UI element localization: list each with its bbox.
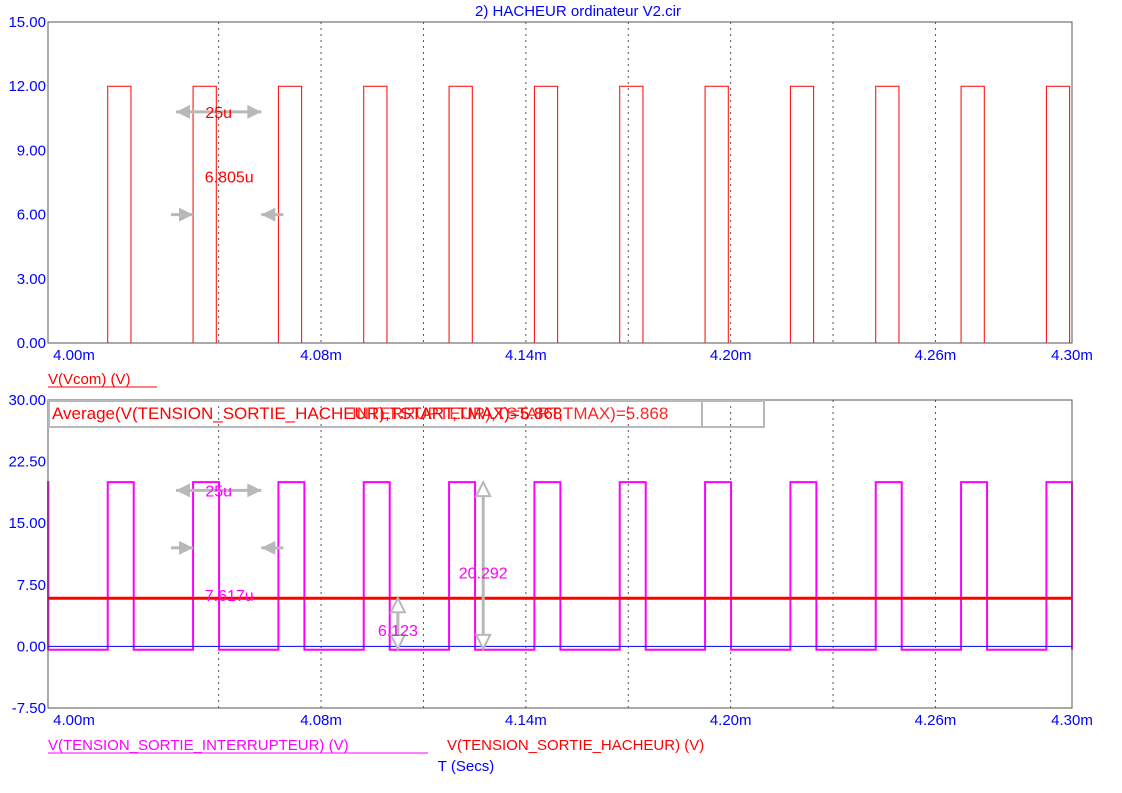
result-box-value-cell xyxy=(701,400,765,428)
y-tick-label: 7.50 xyxy=(17,577,46,594)
y-tick-label: -7.50 xyxy=(12,700,46,717)
x-tick-label: 4.26m xyxy=(915,347,957,364)
annotation-arrowhead xyxy=(389,633,407,652)
x-tick-label: 4.14m xyxy=(505,712,547,729)
y-tick-label: 30.00 xyxy=(8,392,46,409)
annotation-arrowhead xyxy=(389,595,407,614)
x-tick-label: 4.20m xyxy=(710,712,752,729)
annotation-arrowhead xyxy=(261,207,276,222)
plot-frame xyxy=(47,21,1073,344)
result-text: Average(V(TENSION_SORTIE_HACHEUR),TSTART… xyxy=(52,404,562,423)
period-annotation-label: 25u xyxy=(205,105,232,122)
chart-title: 2) HACHEUR ordinateur V2.cir xyxy=(475,3,681,20)
result-text-overlap: INTERRUPTEUR),TSTART,TMAX)=5.868 xyxy=(352,404,668,423)
y-tick-label: 15.00 xyxy=(8,515,46,532)
y-tick-label: 9.00 xyxy=(17,142,46,159)
y-tick-label: 22.50 xyxy=(8,454,46,471)
amplitude-annotation-label: 20.292 xyxy=(459,565,508,582)
series-line-pulse xyxy=(47,481,1073,651)
y-tick-label: 0.00 xyxy=(17,638,46,655)
annotation-arrowhead xyxy=(247,104,262,119)
y-tick-label: 12.00 xyxy=(8,78,46,95)
y-tick-label: 15.00 xyxy=(8,14,46,31)
annotation-arrowhead xyxy=(474,479,492,498)
x-tick-label: 4.30m xyxy=(1051,712,1093,729)
x-tick-label: 4.00m xyxy=(53,712,95,729)
y-tick-label: 6.00 xyxy=(17,207,46,224)
annotation-arrowhead xyxy=(176,104,190,119)
x-tick-label: 4.00m xyxy=(53,347,95,364)
annotation-arrowhead xyxy=(176,483,190,498)
annotation-arrowhead xyxy=(261,540,276,555)
x-tick-label: 4.08m xyxy=(300,347,342,364)
period-annotation-label: 25u xyxy=(205,483,232,500)
series-line-pulse xyxy=(48,85,1072,344)
y-tick-label: 3.00 xyxy=(17,271,46,288)
annotation-arrowhead xyxy=(179,540,194,555)
annotation-arrowhead xyxy=(474,633,492,652)
x-tick-label: 4.14m xyxy=(505,347,547,364)
width-annotation-label: 7.617u xyxy=(205,588,254,605)
average-annotation-label: 6.123 xyxy=(378,623,418,640)
x-tick-label: 4.08m xyxy=(300,712,342,729)
y-tick-label: 0.00 xyxy=(17,335,46,352)
annotation-arrowhead xyxy=(247,483,262,498)
top-panel: 0.00 3.00 6.00 9.00 12.00 15.00 4.00m 4.08m 4.14… xyxy=(8,14,1092,364)
legend-vcom[interactable]: V(Vcom) (V) xyxy=(48,371,131,388)
x-tick-label: 4.30m xyxy=(1051,347,1093,364)
x-axis-label: T (Secs) xyxy=(438,758,494,775)
annotation-arrowhead xyxy=(179,207,194,222)
legend-interrupteur[interactable]: V(TENSION_SORTIE_INTERRUPTEUR) (V) xyxy=(48,737,349,754)
x-tick-label: 4.20m xyxy=(710,347,752,364)
legend-hacheur[interactable]: V(TENSION_SORTIE_HACHEUR) (V) xyxy=(447,737,704,754)
width-annotation-label: 6.805u xyxy=(205,170,254,187)
bottom-panel: -7.50 0.00 7.50 15.00 22.50 30.00 4.00m 4.08m 4.… xyxy=(8,392,1092,729)
x-tick-label: 4.26m xyxy=(915,712,957,729)
